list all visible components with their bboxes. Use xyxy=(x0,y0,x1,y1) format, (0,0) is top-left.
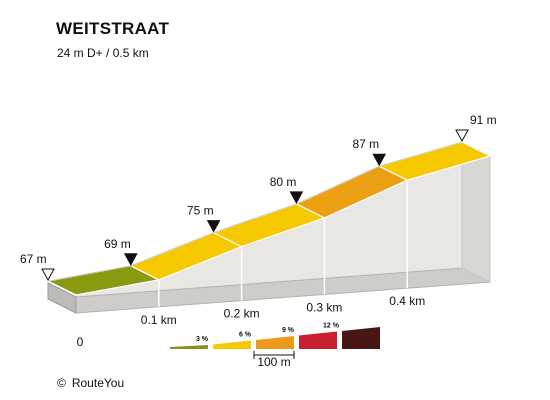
filled-triangle-marker-icon xyxy=(206,220,221,233)
legend-swatch xyxy=(342,327,380,349)
distance-ticks: 0 0.1 km 0.2 km 0.3 km 0.4 km xyxy=(77,294,426,349)
elevation-label: 80 m xyxy=(270,175,297,189)
profile-top-segments xyxy=(46,141,492,296)
elevation-label: 69 m xyxy=(104,237,131,251)
open-triangle-marker-icon xyxy=(41,268,55,282)
copyright-icon: © xyxy=(57,376,66,390)
profile-ridge xyxy=(47,141,463,282)
elevation-markers: 67 m 69 m 75 m 80 m 87 m 91 m xyxy=(20,113,497,282)
filled-triangle-marker-icon xyxy=(372,153,387,167)
chart-title: WEITSTRAAT xyxy=(56,19,170,38)
routeyou-credit: © RouteYou xyxy=(57,376,124,390)
elevation-label: 75 m xyxy=(187,204,214,218)
filled-triangle-marker-icon xyxy=(123,253,138,266)
elevation-label: 91 m xyxy=(470,113,497,127)
distance-tick-label: 0.4 km xyxy=(389,294,425,308)
legend-swatch xyxy=(213,340,251,349)
chart-subtitle: 24 m D+ / 0.5 km xyxy=(57,46,149,60)
distance-tick-label: 0.2 km xyxy=(224,307,260,321)
distance-tick-label: 0.3 km xyxy=(306,300,342,314)
distance-tick-label: 0.1 km xyxy=(141,313,177,327)
elevation-label: 67 m xyxy=(20,252,47,266)
elevation-label: 87 m xyxy=(353,137,380,151)
distance-tick-label: 0 xyxy=(77,335,84,349)
legend-swatch xyxy=(299,331,337,349)
profile-end-cap xyxy=(47,282,77,314)
legend-label: 6 % xyxy=(239,332,252,339)
gradient-legend: 3 % 6 % 9 % 12 % 100 m xyxy=(170,323,380,369)
legend-swatch xyxy=(256,336,294,349)
legend-label: 12 % xyxy=(323,323,340,330)
credit-label: RouteYou xyxy=(71,376,125,390)
legend-swatch xyxy=(170,345,208,349)
legend-label: 9 % xyxy=(282,327,295,334)
scale-bar-label: 100 m xyxy=(257,355,290,369)
filled-triangle-marker-icon xyxy=(289,191,304,204)
open-triangle-marker-icon xyxy=(455,129,469,143)
legend-label: 3 % xyxy=(196,336,209,343)
